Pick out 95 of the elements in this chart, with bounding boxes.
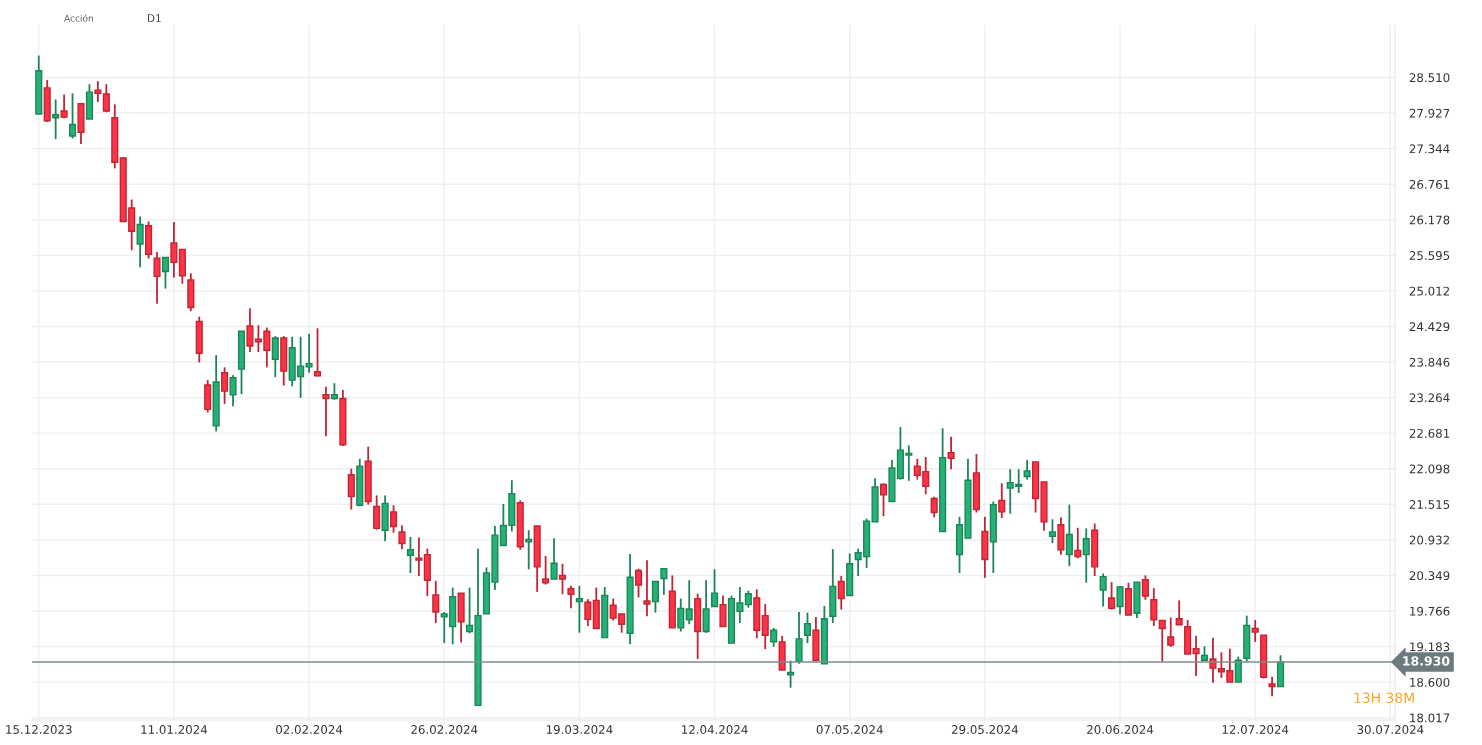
y-tick-label: 18.600 [1410, 677, 1450, 687]
x-tick-label: 30.07.2024 [1357, 725, 1424, 734]
y-tick-label: 20.349 [1409, 571, 1450, 581]
candlestick [1082, 527, 1090, 584]
candlestick [389, 504, 398, 534]
candlestick [373, 494, 381, 531]
candlestick [161, 256, 170, 290]
candlestick [1268, 675, 1276, 698]
candlestick [761, 603, 769, 651]
y-tick-label: 27.927 [1409, 108, 1450, 118]
candlestick [1167, 616, 1175, 648]
candlestick [1116, 585, 1124, 616]
y-tick-label: 22.681 [1409, 428, 1450, 438]
candlestick [52, 98, 60, 141]
x-tick-label: 29.05.2024 [951, 725, 1019, 734]
chart-title: Acción [64, 14, 93, 22]
x-tick-label: 12.07.2024 [1222, 725, 1289, 734]
x-tick-label: 20.06.2024 [1087, 725, 1154, 734]
candlestick [542, 554, 550, 586]
candlestick [1048, 518, 1057, 544]
y-tick-label: 21.515 [1409, 500, 1450, 509]
y-tick-label: 28.510 [1409, 73, 1450, 83]
candlestick [651, 580, 659, 614]
candlestick [567, 584, 575, 610]
candlestick [313, 327, 322, 378]
ref-line-label: 18.930 [1403, 656, 1450, 666]
candlestick [837, 575, 845, 611]
candlestick [1023, 459, 1031, 481]
y-tick-label: 25.012 [1409, 286, 1450, 296]
candlestick [415, 536, 423, 577]
candlestick [998, 482, 1006, 519]
candlestick [305, 332, 313, 374]
y-tick-label: 20.932 [1409, 535, 1450, 545]
candlestick [1175, 599, 1183, 626]
candlestick [432, 579, 440, 624]
candlestick [271, 335, 279, 378]
candlestick [1108, 581, 1116, 611]
y-tick-label: 25.595 [1409, 251, 1450, 260]
candlestick [1141, 574, 1149, 601]
candlestick [347, 467, 355, 511]
x-tick-label: 26.02.2024 [411, 725, 478, 734]
y-tick-label: 19.766 [1410, 606, 1450, 616]
x-tick-label: 07.05.2024 [816, 725, 883, 734]
candlestick [94, 80, 102, 103]
candlestick [719, 594, 727, 628]
chart-subtitle: D1 [148, 14, 161, 22]
y-tick-label: 23.264 [1409, 393, 1450, 403]
y-tick-label: 23.846 [1409, 357, 1450, 367]
y-tick-label: 19.183 [1410, 642, 1450, 652]
candlestick [1099, 572, 1107, 608]
candlestick [685, 579, 693, 626]
candlestick [153, 251, 161, 305]
y-tick-label: 22.098 [1409, 464, 1450, 474]
candlestick [68, 92, 77, 140]
x-tick-label: 12.04.2024 [682, 725, 748, 734]
y-tick-label: 26.178 [1409, 215, 1450, 225]
candlestick [558, 562, 567, 596]
y-tick-label: 26.761 [1409, 179, 1450, 189]
candlestick [322, 385, 330, 438]
candlestick [1074, 526, 1082, 560]
candlestick [643, 559, 651, 618]
candlestick [221, 366, 229, 405]
candlestick [1065, 503, 1073, 568]
candlestick [677, 597, 685, 633]
candlestick [803, 611, 812, 645]
candlestick [770, 626, 778, 648]
y-tick-label: 27.344 [1409, 144, 1450, 154]
annotation: 13H 38M [1354, 692, 1414, 704]
candlestick [584, 598, 592, 627]
candlestick [660, 567, 668, 596]
candlestick [575, 584, 583, 634]
candlestick [1150, 587, 1158, 627]
y-tick-label: 18.017 [1410, 713, 1450, 723]
candlestick [525, 529, 533, 571]
candlestick [795, 611, 803, 665]
candlestick [550, 537, 558, 580]
candlestick [879, 482, 888, 518]
x-tick-label: 02.02.2024 [276, 725, 343, 734]
candlestick [136, 215, 144, 269]
candlestick [102, 83, 110, 114]
x-tick-label: 11.01.2024 [141, 725, 208, 734]
candlestick [406, 536, 415, 574]
candlestick [398, 524, 406, 551]
candlestick [229, 374, 237, 408]
candlestick [947, 435, 955, 471]
y-tick-label: 24.429 [1409, 322, 1450, 332]
candlestick [710, 568, 719, 608]
x-tick-label: 15.12.2023 [6, 725, 72, 734]
candlestick [702, 579, 710, 634]
candlestick [170, 221, 178, 279]
x-tick-label: 19.03.2024 [546, 725, 613, 734]
candlestick [930, 495, 938, 519]
candlestick [1158, 619, 1166, 663]
candlestick [634, 567, 643, 599]
candlestick [1251, 619, 1259, 643]
